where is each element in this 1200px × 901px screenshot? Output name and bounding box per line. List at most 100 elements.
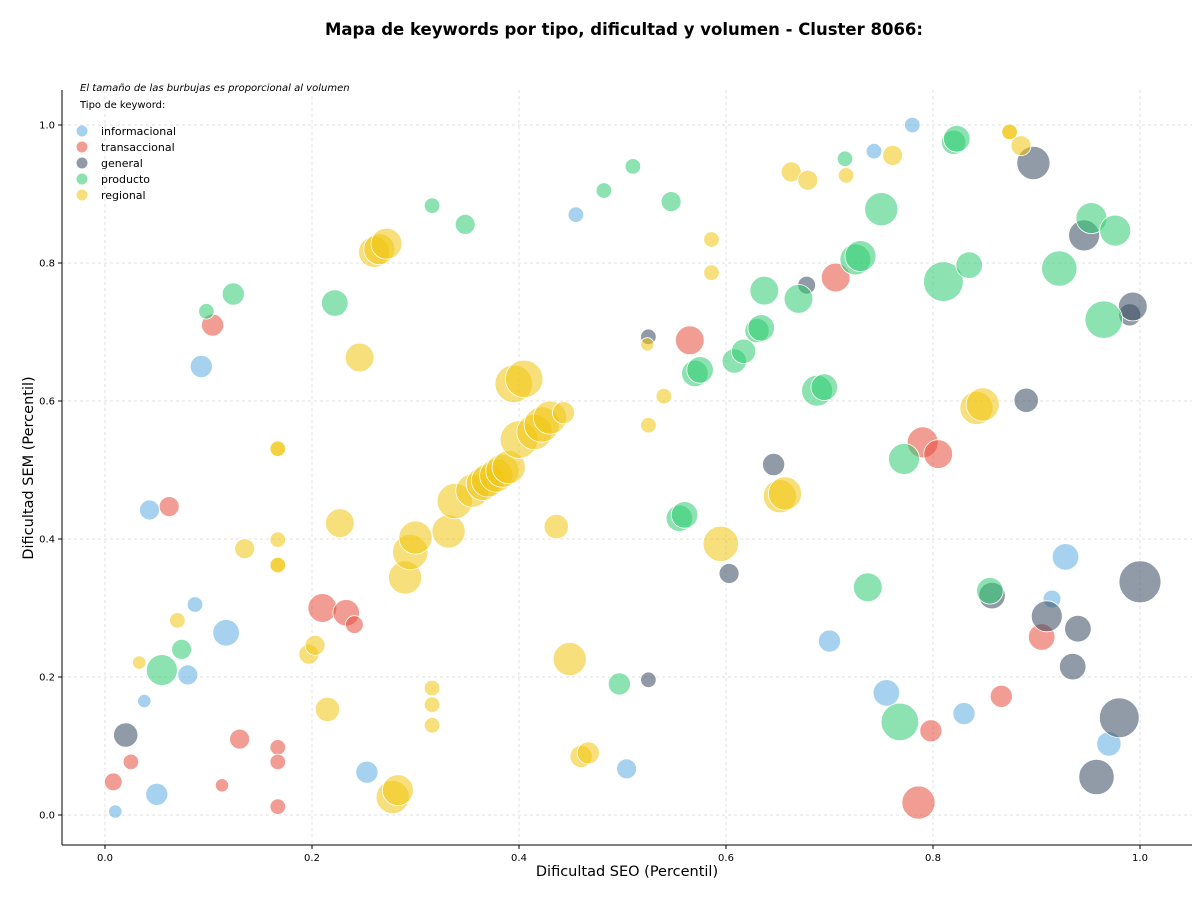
bubble-producto — [955, 251, 983, 279]
bubble-general — [762, 452, 786, 476]
bubble-general — [1078, 758, 1115, 796]
legend-marker-general — [76, 157, 88, 169]
bubble-regional — [965, 387, 1000, 422]
bubble-informacional — [177, 664, 199, 686]
y-tick-label: 0.2 — [39, 673, 55, 684]
x-tick-label: 0.2 — [304, 853, 320, 864]
ticks-layer: 0.0 0.2 0.4 0.6 0.8 1.0 0.0 0.2 0.4 0.6 0.8 1.0 — [39, 121, 1148, 865]
bubble-informacional — [904, 116, 921, 134]
bubble-transaccional — [307, 593, 338, 623]
bubble-general — [1118, 291, 1148, 322]
bubble-regional — [640, 417, 657, 434]
bubble-general — [1058, 652, 1087, 681]
series-general — [113, 145, 1162, 796]
bubble-informacional — [616, 758, 637, 780]
legend-marker-informacional — [76, 125, 88, 137]
bubble-transaccional — [345, 615, 364, 634]
y-tick-label: 0.4 — [39, 535, 55, 546]
bubble-producto — [749, 275, 780, 306]
bubble-producto — [747, 314, 775, 342]
bubble-informacional — [872, 679, 901, 707]
grid-layer — [62, 90, 1192, 845]
bubble-regional — [304, 634, 326, 656]
bubble-producto — [454, 213, 476, 235]
bubble-regional — [797, 169, 819, 191]
bubble-transaccional — [923, 439, 953, 469]
chart-title: Mapa de keywords por tipo, dificultad y … — [324, 20, 924, 39]
bubble-general — [1118, 560, 1162, 604]
bubble-regional — [325, 508, 355, 538]
bubble-producto — [145, 654, 178, 686]
legend: Tipo de keyword: informacional transaccio… — [76, 100, 176, 202]
bubble-producto — [686, 356, 714, 384]
legend-label-general: general — [101, 157, 143, 170]
bubble-producto — [198, 303, 215, 320]
bubble-producto — [607, 672, 631, 696]
bubble-regional — [398, 520, 433, 555]
bubble-transaccional — [104, 772, 123, 792]
bubble-transaccional — [229, 728, 251, 750]
bubble-general — [113, 722, 139, 748]
bubble-regional — [702, 525, 739, 562]
bubble-regional — [703, 264, 720, 281]
bubble-informacional — [865, 142, 883, 160]
bubble-transaccional — [989, 684, 1013, 708]
bubble-producto — [595, 182, 613, 199]
bubble-informacional — [108, 804, 123, 819]
legend-label-informacional: informacional — [101, 125, 176, 138]
bubble-regional — [344, 342, 375, 373]
bubble-regional — [423, 696, 441, 713]
legend-entries: informacional transaccional general product… — [76, 125, 176, 202]
y-tick-label: 1.0 — [39, 121, 55, 132]
bubble-informacional — [189, 354, 213, 378]
x-tick-label: 1.0 — [1132, 853, 1148, 864]
bubble-producto — [221, 282, 245, 306]
bubble-regional — [269, 557, 287, 574]
bubble-transaccional — [158, 496, 180, 518]
bubble-general — [718, 563, 740, 584]
bubble-producto — [171, 639, 193, 660]
bubble-producto — [1041, 250, 1078, 287]
bubble-regional — [837, 167, 855, 184]
legend-title: Tipo de keyword: — [79, 100, 165, 111]
bubble-producto — [943, 125, 971, 153]
bubble-regional — [655, 388, 673, 405]
bubble-producto — [810, 373, 839, 401]
bubble-informacional — [139, 499, 160, 521]
bubble-producto — [1099, 214, 1132, 247]
bubble-regional — [552, 642, 587, 677]
bubble-producto — [783, 284, 814, 314]
axes-layer — [61, 90, 1192, 846]
bubble-regional — [703, 231, 720, 248]
x-tick-label: 0.0 — [97, 853, 113, 864]
legend-marker-regional — [76, 189, 88, 201]
bubble-regional — [132, 655, 147, 670]
bubble-regional — [780, 161, 802, 183]
bubble-regional — [505, 359, 544, 399]
legend-marker-transaccional — [76, 141, 88, 153]
bubble-producto — [976, 577, 1004, 605]
bubble-regional — [269, 531, 287, 548]
bubble-transaccional — [269, 753, 287, 771]
bubble-regional — [640, 337, 655, 352]
bubble-general — [640, 671, 657, 689]
bubble-transaccional — [820, 262, 851, 293]
bubble-informacional — [952, 702, 976, 726]
bubble-regional — [882, 144, 903, 166]
bubble-regional — [169, 612, 186, 629]
bubble-producto — [624, 158, 642, 175]
bubble-producto — [888, 443, 920, 475]
x-tick-label: 0.8 — [925, 853, 941, 864]
bubble-producto — [844, 240, 877, 273]
bubble-transaccional — [901, 785, 936, 820]
bubble-informacional — [137, 693, 152, 709]
bubble-producto — [852, 572, 883, 603]
bubble-regional — [269, 440, 287, 457]
bubble-producto — [923, 261, 964, 302]
bubble-general — [1013, 387, 1039, 413]
y-axis-label: Dificultad SEM (Percentil) — [21, 376, 37, 559]
bubble-regional — [370, 227, 403, 260]
bubble-regional — [431, 514, 466, 549]
y-tick-label: 0.8 — [39, 259, 55, 270]
